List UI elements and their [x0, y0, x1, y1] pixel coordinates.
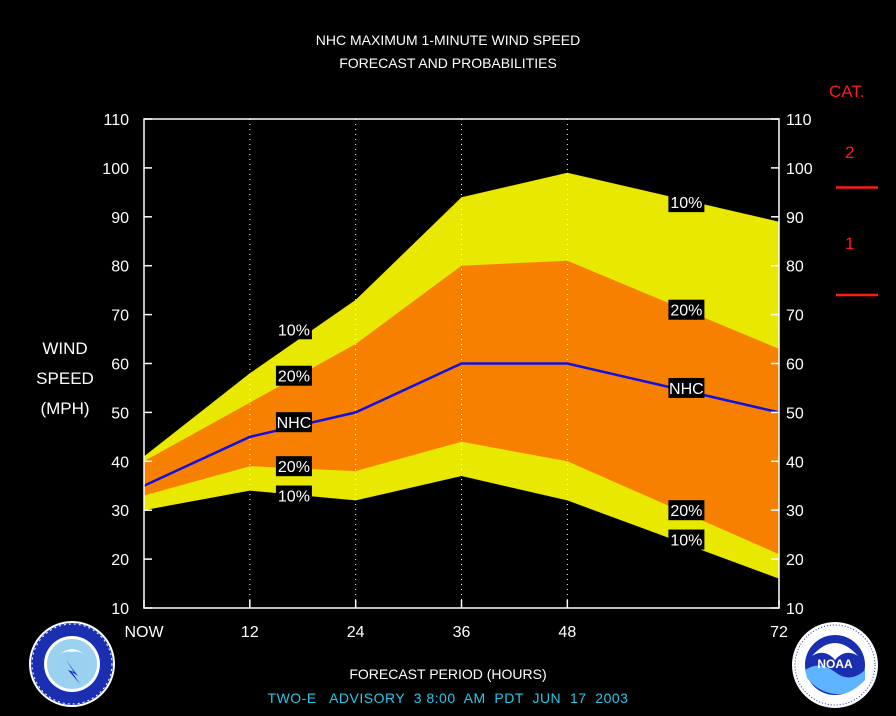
y-tick-label-left: 100	[102, 161, 129, 178]
category-2-label: 2	[845, 143, 855, 162]
series-label-box	[668, 500, 705, 521]
y-tick-label-left: 70	[111, 308, 129, 325]
series-label: 20%	[670, 503, 702, 520]
series-label-box	[668, 192, 705, 213]
y-tick-label-left: 60	[111, 357, 129, 374]
chart-title-line1: NHC MAXIMUM 1-MINUTE WIND SPEED	[315, 32, 581, 48]
series-label: 20%	[278, 459, 310, 476]
series-label: 10%	[670, 533, 702, 550]
x-tick-label: 48	[558, 624, 576, 641]
series-label-box	[668, 529, 705, 550]
series-label-box	[668, 377, 705, 398]
band-20-percent	[144, 260, 779, 555]
series-label-box	[275, 456, 312, 477]
y-tick-label-right: 10	[786, 601, 804, 618]
y-axis-label-wind: WIND	[42, 339, 88, 358]
advisory-footer: TWO-E ADVISORY 3 8:00 AM PDT JUN 17 2003	[267, 690, 629, 706]
series-label-box	[668, 299, 705, 320]
y-tick-label-right: 40	[786, 454, 804, 471]
x-tick-label: 12	[241, 624, 259, 641]
y-tick-label-right: 110	[786, 112, 812, 129]
series-label-box	[275, 485, 312, 506]
y-axis-label-speed: SPEED	[36, 369, 94, 388]
y-tick-label-left: 10	[111, 601, 129, 618]
y-tick-label-right: 100	[786, 161, 813, 178]
y-tick-label-left: 90	[111, 210, 129, 227]
y-tick-label-left: 20	[111, 552, 129, 569]
y-tick-label-right: 80	[786, 259, 804, 276]
y-tick-label-left: 30	[111, 503, 129, 520]
y-tick-label-left: 80	[111, 259, 129, 276]
series-label: NHC	[277, 415, 312, 432]
nhc-forecast-line	[143, 362, 780, 487]
x-tick-label: 36	[453, 624, 471, 641]
y-tick-label-left: 110	[103, 112, 129, 129]
series-label: NHC	[669, 381, 704, 398]
x-axis-label: FORECAST PERIOD (HOURS)	[349, 666, 547, 682]
x-tick-label: 72	[770, 624, 788, 641]
series-label-box	[275, 319, 312, 340]
y-tick-label-right: 70	[786, 308, 804, 325]
category-1-label: 1	[845, 234, 855, 253]
y-tick-label-right: 20	[786, 552, 804, 569]
series-label: 20%	[278, 369, 310, 386]
series-label: 10%	[278, 322, 310, 339]
series-label: 10%	[278, 489, 310, 506]
series-label: 10%	[670, 195, 702, 212]
y-tick-label-right: 90	[786, 210, 804, 227]
y-tick-label-right: 60	[786, 357, 804, 374]
y-tick-label-right: 50	[786, 405, 804, 422]
svg-text:NOAA: NOAA	[817, 657, 853, 671]
x-tick-label: 24	[347, 624, 365, 641]
x-tick-label: NOW	[124, 624, 164, 641]
y-tick-label-left: 50	[111, 405, 129, 422]
noaa-logo: NOAA	[792, 622, 878, 708]
category-header: CAT.	[829, 82, 865, 101]
y-axis-label-units: (MPH)	[40, 399, 90, 418]
series-label-box	[275, 365, 312, 386]
series-label-box	[275, 412, 312, 433]
y-tick-label-left: 40	[111, 454, 129, 471]
nws-logo	[29, 621, 115, 707]
y-tick-label-right: 30	[786, 503, 804, 520]
series-label: 20%	[670, 303, 702, 320]
chart-title-line2: FORECAST AND PROBABILITIES	[339, 55, 557, 71]
